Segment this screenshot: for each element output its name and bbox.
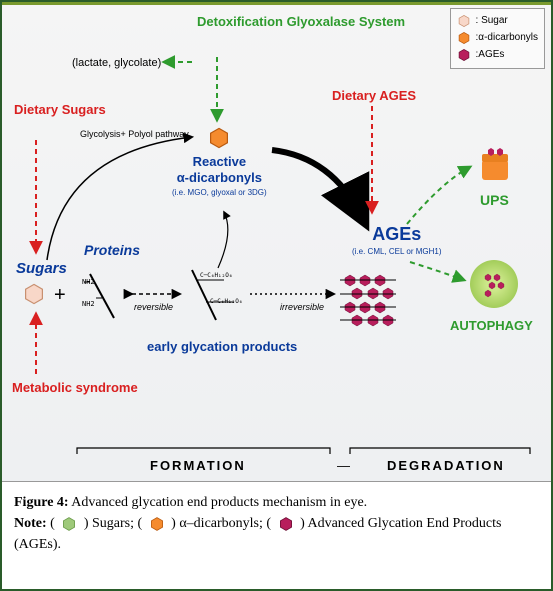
nh2-b: NH2 [82, 300, 95, 308]
reactive-dicarbonyls-label: Reactive α-dicarbonyls (i.e. MGO, glyoxa… [172, 154, 267, 198]
caption-sugars: Sugars; [92, 516, 138, 531]
paren2a: ( [138, 516, 146, 531]
ups-label: UPS [480, 192, 509, 208]
metabolic-syndrome-label: Metabolic syndrome [12, 380, 138, 396]
early-glyc-text: early glycation products [147, 339, 297, 354]
formation-label: FORMATION [150, 458, 246, 473]
protein-molecule-1: NH2 NH2 [84, 272, 128, 323]
paren1b: ) [80, 516, 92, 531]
legend-row-ages: :AGEs [457, 47, 538, 62]
nh2-a: NH2 [82, 278, 95, 286]
irreversible-label: irreversible [280, 302, 324, 312]
legend-sugar-label: : Sugar [476, 13, 508, 28]
caption-dicarb-icon [149, 516, 165, 532]
formula-1: C─C₆H₁₂O₆ [200, 272, 233, 279]
autophagy-label: AUTOPHAGY [450, 318, 533, 333]
legend: : Sugar :α-dicarbonyls :AGEs [450, 8, 545, 69]
dietary-sugars-label: Dietary Sugars [14, 102, 106, 118]
early-glycation-label: early glycation products [147, 340, 297, 354]
sugar-hex-icon [22, 282, 46, 311]
paren1a: ( [47, 516, 59, 531]
ages-cluster-icon [340, 270, 404, 339]
formula-2: C─C₆H₁₂O₆ [210, 298, 243, 305]
legend-dicarbonyl-label: :α-dicarbonyls [476, 30, 538, 45]
figure-caption: Figure 4: Advanced glycation end product… [2, 482, 551, 565]
reversible-label: reversible [134, 302, 173, 312]
ups-icon [474, 142, 512, 180]
paren3b: ) [297, 516, 308, 531]
figure-number: Figure 4: [14, 495, 69, 510]
metabolic-text: Metabolic syndrome [12, 380, 138, 395]
alpha-dicarb-text: α-dicarbonyls [172, 170, 267, 186]
dietary-ages-label: Dietary AGES [332, 88, 416, 103]
legend-ages-label: :AGEs [476, 47, 505, 62]
figure-title: Advanced glycation end products mechanis… [69, 495, 368, 510]
legend-row-sugar: : Sugar [457, 13, 538, 28]
early-glycation-molecule: C─C₆H₁₂O₆ C─C₆H₁₂O₆ [184, 268, 244, 327]
lactate-label: (lactate, glycolate) [72, 57, 161, 69]
autophagy-icon [470, 260, 518, 308]
ages-text: AGEs [352, 224, 442, 245]
detox-text: Detoxification Glyoxalase System [197, 14, 405, 29]
section-divider-dash: — [337, 458, 350, 473]
proteins-label: Proteins [84, 242, 140, 258]
legend-row-dicarbonyl: :α-dicarbonyls [457, 30, 538, 45]
reactive-text: Reactive [172, 154, 267, 170]
caption-dicarb: α–dicarbonyls; [179, 516, 266, 531]
glycolysis-text: Glycolysis+ Polyol pathway [80, 129, 189, 139]
caption-sugar-icon [61, 516, 77, 532]
sugar-icon [457, 14, 471, 28]
ages-label: AGEs (i.e. CML, CEL or MGH1) [352, 224, 442, 256]
ages-examples: (i.e. CML, CEL or MGH1) [352, 247, 442, 256]
figure-container: : Sugar :α-dicarbonyls :AGEs Detoxificat… [0, 0, 553, 591]
plus-symbol: + [54, 284, 66, 307]
dicarbonyl-hex-icon [207, 126, 231, 155]
ages-icon [457, 48, 471, 62]
note-label: Note: [14, 516, 47, 531]
diagram-canvas: : Sugar :α-dicarbonyls :AGEs Detoxificat… [2, 2, 551, 482]
caption-ages-icon [278, 516, 294, 532]
dicarb-examples: (i.e. MGO, glyoxal or 3DG) [172, 188, 267, 198]
paren2b: ) [168, 516, 180, 531]
glycolysis-label: Glycolysis+ Polyol pathway [80, 130, 189, 140]
sugars-label: Sugars [16, 260, 67, 277]
degradation-label: DEGRADATION [387, 458, 505, 473]
detox-label: Detoxification Glyoxalase System [197, 14, 405, 30]
paren3a: ( [266, 516, 274, 531]
dietary-sugars-text: Dietary Sugars [14, 102, 106, 117]
dicarbonyl-icon [457, 31, 471, 45]
